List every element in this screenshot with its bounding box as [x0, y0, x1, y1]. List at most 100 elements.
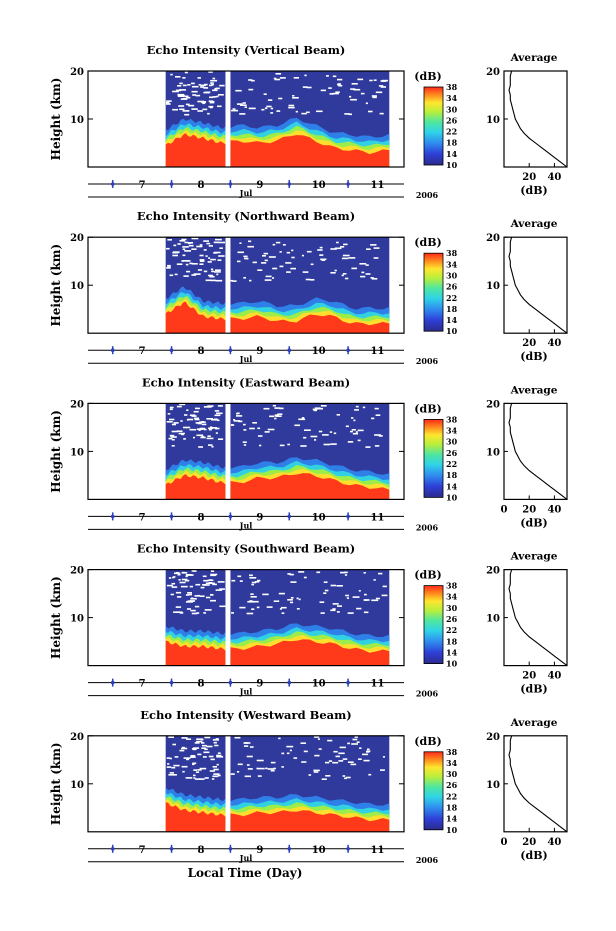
- missing-data-speck: [179, 89, 186, 91]
- missing-data-speck: [266, 606, 273, 608]
- colorbar-tick-label: 10: [446, 160, 458, 170]
- average-frame: [503, 735, 568, 833]
- missing-data-speck: [351, 429, 356, 431]
- missing-data-speck: [195, 407, 200, 410]
- average-x-tick-label: 0: [501, 504, 508, 515]
- missing-data-speck: [243, 745, 249, 747]
- colorbar-tick-label: 38: [446, 414, 458, 424]
- y-tick-label: 10: [70, 614, 84, 625]
- missing-data-speck: [176, 263, 183, 265]
- x-tick-label: 7: [139, 346, 146, 357]
- missing-data-speck: [196, 738, 203, 740]
- missing-data-speck: [190, 756, 196, 758]
- missing-data-speck: [203, 579, 209, 582]
- missing-data-speck: [298, 598, 301, 601]
- missing-data-speck: [192, 762, 197, 765]
- missing-data-speck: [286, 752, 290, 755]
- missing-data-speck: [365, 264, 369, 266]
- day-boundary-marker: [287, 348, 292, 353]
- missing-data-speck: [336, 241, 339, 244]
- missing-data-speck: [335, 755, 340, 758]
- missing-data-speck: [187, 593, 192, 596]
- missing-data-speck: [273, 77, 277, 80]
- missing-data-speck: [356, 607, 362, 610]
- missing-data-speck: [188, 242, 194, 244]
- missing-data-speck: [213, 773, 220, 775]
- x-tick-label: 9: [256, 180, 263, 191]
- average-x-tick-label: 20: [522, 671, 536, 682]
- missing-data-speck: [193, 273, 201, 275]
- missing-data-speck: [212, 775, 219, 778]
- missing-data-speck: [204, 91, 211, 94]
- missing-data-speck: [169, 418, 175, 421]
- missing-data-speck: [216, 95, 219, 98]
- echo-band: [165, 802, 226, 832]
- missing-data-speck: [358, 758, 362, 760]
- colorbar-tick-label: 14: [446, 149, 458, 159]
- missing-data-speck: [195, 94, 201, 97]
- y-tick-label: 20: [70, 732, 84, 743]
- missing-data-speck: [256, 767, 259, 770]
- missing-data-speck: [256, 759, 264, 762]
- missing-data-speck: [371, 278, 378, 280]
- panel-5: Echo Intensity (Westward Beam) Height (km…: [49, 708, 568, 865]
- panel-4: Echo Intensity (Southward Beam) Height (k…: [49, 542, 568, 699]
- missing-data-speck: [267, 768, 275, 770]
- missing-data-speck: [218, 438, 224, 440]
- missing-data-speck: [262, 593, 269, 596]
- missing-data-speck: [246, 755, 253, 758]
- missing-data-speck: [233, 420, 241, 422]
- missing-data-speck: [306, 111, 310, 114]
- missing-data-speck: [232, 108, 236, 110]
- missing-data-speck: [272, 404, 276, 407]
- missing-data-speck: [289, 749, 292, 752]
- average-title: Average: [510, 717, 558, 729]
- average-x-tick-label: 20: [522, 338, 536, 349]
- missing-data-speck: [193, 747, 200, 749]
- missing-data-speck: [218, 241, 225, 244]
- missing-data-speck: [219, 84, 225, 87]
- missing-data-speck: [325, 775, 331, 777]
- missing-data-speck: [199, 260, 205, 262]
- missing-data-speck: [269, 415, 275, 418]
- missing-data-speck: [338, 752, 345, 755]
- missing-data-speck: [274, 414, 279, 416]
- day-boundary-marker: [110, 680, 115, 685]
- missing-data-speck: [301, 254, 304, 257]
- day-boundary-marker: [228, 680, 233, 685]
- missing-data-speck: [231, 579, 236, 582]
- missing-data-speck: [352, 738, 358, 741]
- x-tick-label: 7: [139, 679, 146, 690]
- missing-data-speck: [168, 736, 174, 738]
- x-tick-label: 7: [139, 512, 146, 523]
- missing-data-speck: [180, 585, 188, 588]
- average-x-label: (dB): [520, 849, 547, 862]
- missing-data-speck: [236, 415, 243, 417]
- missing-data-speck: [182, 84, 187, 87]
- missing-data-speck: [264, 279, 272, 281]
- colorbar-tick-label: 26: [446, 448, 458, 458]
- missing-data-speck: [188, 104, 195, 107]
- missing-data-speck: [251, 583, 254, 586]
- missing-data-speck: [270, 769, 275, 772]
- missing-data-speck: [273, 600, 280, 602]
- y-tick-label: 20: [70, 566, 84, 577]
- missing-data-speck: [237, 412, 240, 415]
- missing-data-speck: [175, 572, 179, 574]
- missing-data-speck: [215, 87, 220, 90]
- missing-data-speck: [292, 97, 299, 99]
- missing-data-speck: [262, 255, 266, 257]
- missing-data-speck: [344, 277, 349, 280]
- missing-data-speck: [186, 738, 192, 740]
- missing-data-speck: [183, 275, 189, 277]
- missing-data-speck: [185, 263, 189, 266]
- missing-data-speck: [380, 86, 386, 88]
- missing-data-speck: [323, 592, 327, 594]
- missing-data-speck: [214, 414, 221, 417]
- missing-data-speck: [213, 741, 217, 744]
- missing-data-speck: [252, 422, 257, 424]
- missing-data-speck: [168, 437, 173, 440]
- average-profile-line: [508, 70, 568, 168]
- colorbar-tick-label: 26: [446, 780, 458, 790]
- missing-data-speck: [173, 422, 179, 424]
